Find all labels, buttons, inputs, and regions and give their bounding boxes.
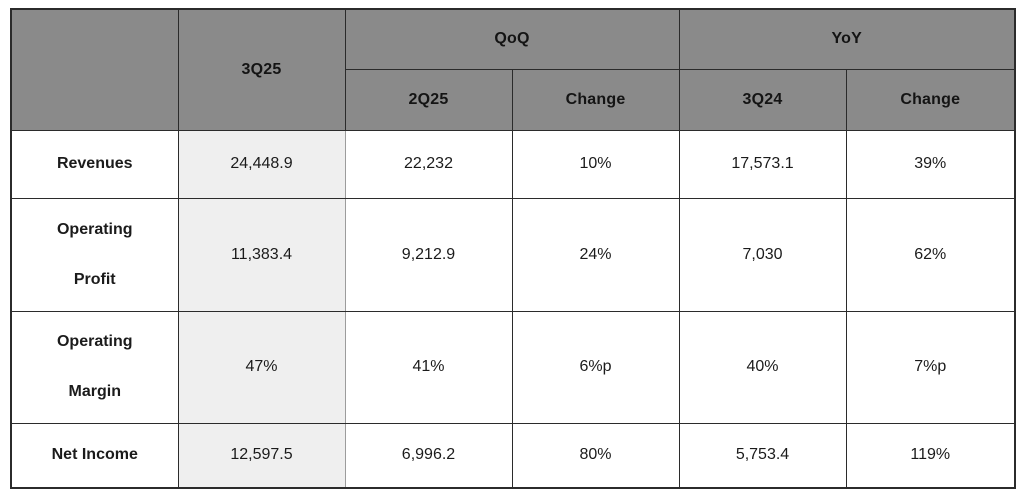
table-row-operating-profit: Operating Profit 11,383.4 9,212.9 24% 7,… [10, 197, 1016, 312]
cell-3q25: 47% [177, 310, 346, 424]
cell-3q24: 40% [678, 310, 847, 424]
header-qoq-change: Change [511, 68, 680, 131]
cell-3q25: 12,597.5 [177, 422, 346, 489]
cell-qoq-change: 6%p [511, 310, 680, 424]
header-yoy-group: YoY [678, 8, 1016, 70]
header-3q24: 3Q24 [678, 68, 847, 131]
cell-2q25: 41% [344, 310, 513, 424]
cell-3q24: 5,753.4 [678, 422, 847, 489]
cell-2q25: 6,996.2 [344, 422, 513, 489]
cell-3q25: 11,383.4 [177, 197, 346, 312]
cell-qoq-change: 10% [511, 129, 680, 199]
header-3q25: 3Q25 [177, 8, 346, 131]
cell-3q24: 7,030 [678, 197, 847, 312]
quarterly-results-table: 3Q25 QoQ YoY 2Q25 Change 3Q24 Change Rev… [10, 8, 1017, 489]
cell-yoy-change: 7%p [845, 310, 1016, 424]
cell-3q25: 24,448.9 [177, 129, 346, 199]
corner-cell [10, 8, 179, 131]
row-label: Operating Margin [10, 310, 179, 424]
cell-yoy-change: 119% [845, 422, 1016, 489]
header-2q25: 2Q25 [344, 68, 513, 131]
header-qoq-group: QoQ [344, 8, 680, 70]
row-label: Operating Profit [10, 197, 179, 312]
cell-yoy-change: 39% [845, 129, 1016, 199]
row-label: Revenues [10, 129, 179, 199]
table-row-revenues: Revenues 24,448.9 22,232 10% 17,573.1 39… [10, 129, 1016, 199]
row-label: Net Income [10, 422, 179, 489]
cell-2q25: 22,232 [344, 129, 513, 199]
table-row-operating-margin: Operating Margin 47% 41% 6%p 40% 7%p [10, 310, 1016, 424]
cell-qoq-change: 24% [511, 197, 680, 312]
cell-3q24: 17,573.1 [678, 129, 847, 199]
cell-yoy-change: 62% [845, 197, 1016, 312]
cell-qoq-change: 80% [511, 422, 680, 489]
header-yoy-change: Change [845, 68, 1016, 131]
cell-2q25: 9,212.9 [344, 197, 513, 312]
table-row-net-income: Net Income 12,597.5 6,996.2 80% 5,753.4 … [10, 422, 1016, 489]
